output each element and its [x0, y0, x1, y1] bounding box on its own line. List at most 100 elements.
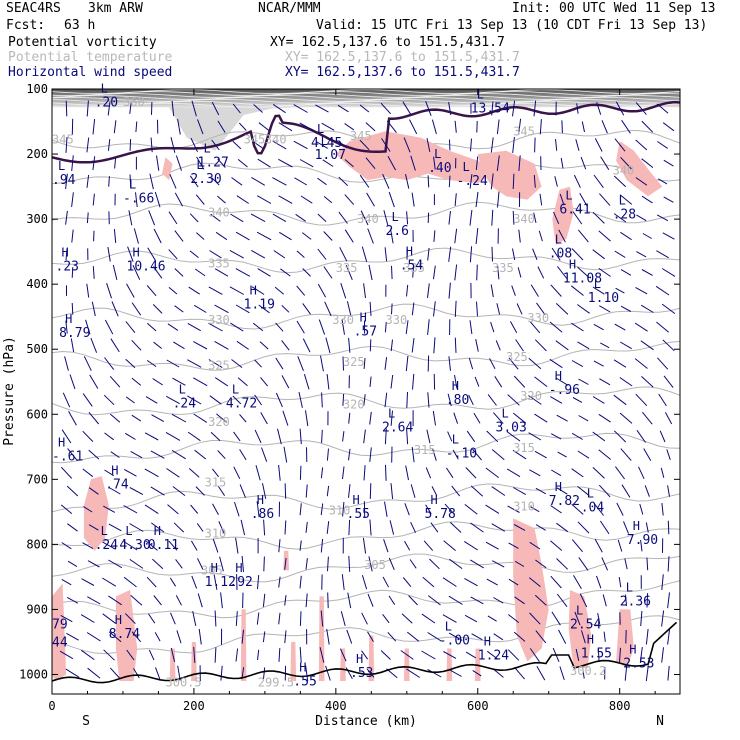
wind-vector	[110, 338, 120, 353]
pv-extremum-marker: H	[406, 244, 413, 258]
pv-extremum-marker: H	[452, 379, 459, 393]
wind-vector	[613, 175, 627, 188]
wind-vector	[61, 542, 72, 550]
wind-vector	[212, 538, 219, 553]
wind-vector	[465, 467, 477, 479]
wind-vector	[103, 649, 115, 661]
wind-vector	[577, 304, 590, 314]
wind-vector	[251, 286, 265, 295]
wind-vector	[411, 446, 415, 463]
wind-vector	[645, 522, 649, 533]
pv-extremum-marker: H	[154, 524, 161, 538]
pv-extremum-value: 1.24	[478, 649, 509, 664]
pv-extremum-value: .24	[173, 396, 197, 411]
wind-vector	[469, 246, 473, 263]
wind-vector	[338, 141, 348, 149]
wind-vector	[359, 139, 370, 151]
wind-vector	[535, 559, 547, 569]
wind-vector	[603, 631, 606, 642]
wind-vector	[210, 431, 221, 441]
wind-vector	[577, 521, 590, 534]
wind-vector	[348, 519, 351, 536]
wind-vector	[443, 540, 456, 551]
wind-vector	[86, 632, 101, 642]
wind-vector	[409, 119, 418, 135]
wind-vector	[235, 648, 239, 662]
pv-extremum-value: 13.54	[471, 102, 510, 117]
wind-vector	[535, 487, 547, 495]
isentrope-label: 310	[329, 504, 351, 518]
init-time: Init: 00 UTC Wed 11 Sep 13	[512, 1, 716, 16]
wind-vector	[430, 522, 439, 533]
wind-vector	[594, 138, 603, 152]
wind-vector	[490, 173, 494, 190]
wind-vector	[555, 340, 569, 351]
wind-vector	[342, 393, 345, 406]
wind-vector	[107, 246, 111, 262]
wind-speed-shading	[169, 648, 176, 681]
south-end-label: S	[82, 714, 90, 729]
wind-vector	[642, 411, 653, 425]
wind-vector	[664, 412, 673, 425]
isentrope-label: 340	[357, 212, 379, 226]
wind-vector	[448, 175, 451, 188]
wind-vector	[360, 210, 369, 226]
wind-vector	[404, 503, 410, 516]
wind-vector	[656, 321, 670, 333]
wind-vector	[620, 156, 632, 170]
wind-vector	[322, 159, 334, 167]
wind-vector	[549, 321, 563, 333]
wind-vector	[427, 595, 441, 606]
wind-vector	[320, 467, 324, 479]
wind-vector	[283, 446, 288, 463]
wind-vector	[108, 631, 122, 643]
isentrope-label: 325	[208, 359, 230, 373]
wind-vector	[386, 120, 397, 134]
wind-vector	[129, 487, 144, 496]
pv-extremum-marker: H	[58, 436, 65, 450]
wind-vector	[272, 177, 287, 186]
wind-vector	[555, 377, 569, 386]
wind-vector	[348, 337, 351, 353]
wind-vector	[405, 173, 410, 189]
wind-vector	[229, 249, 244, 259]
wind-vector	[406, 391, 408, 408]
wind-speed-shading	[290, 642, 297, 681]
wind-vector	[575, 139, 580, 151]
wind-vector	[83, 356, 92, 371]
wind-vector	[170, 647, 176, 663]
pv-extremum-marker: L	[626, 581, 633, 595]
y-tick-label: 300	[26, 212, 48, 226]
wind-vector	[619, 194, 633, 205]
wind-vector	[641, 195, 653, 204]
wind-vector	[82, 542, 94, 550]
wind-vector	[348, 412, 351, 424]
wind-vector	[571, 248, 584, 261]
pv-extremum-value: 1.55	[581, 647, 612, 662]
wind-vector	[296, 285, 306, 296]
wind-vector	[88, 487, 99, 495]
experiment-name: SEAC4RS	[6, 1, 61, 16]
wind-vector	[320, 538, 324, 553]
wind-vector	[88, 449, 100, 460]
wind-vector	[239, 449, 247, 461]
pv-extremum-value: -.10	[446, 446, 477, 461]
wind-vector	[556, 593, 568, 608]
wind-vector	[85, 319, 91, 335]
wind-vector	[616, 502, 624, 516]
isentrope-label: 345	[513, 124, 535, 138]
wind-vector	[468, 394, 474, 406]
wind-vector	[124, 432, 136, 440]
wind-vector	[556, 522, 569, 533]
wind-vector	[152, 558, 164, 570]
pv-extremum-value: 6.41	[559, 202, 590, 217]
wind-vector	[411, 192, 415, 207]
wind-vector	[620, 448, 632, 461]
wind-vector	[230, 213, 244, 223]
wind-vector	[432, 448, 437, 461]
wind-vector	[615, 101, 625, 116]
wind-vector	[405, 355, 409, 372]
pv-extremum-marker: L	[317, 122, 324, 136]
wind-vector	[209, 395, 222, 405]
wind-vector	[87, 596, 101, 605]
